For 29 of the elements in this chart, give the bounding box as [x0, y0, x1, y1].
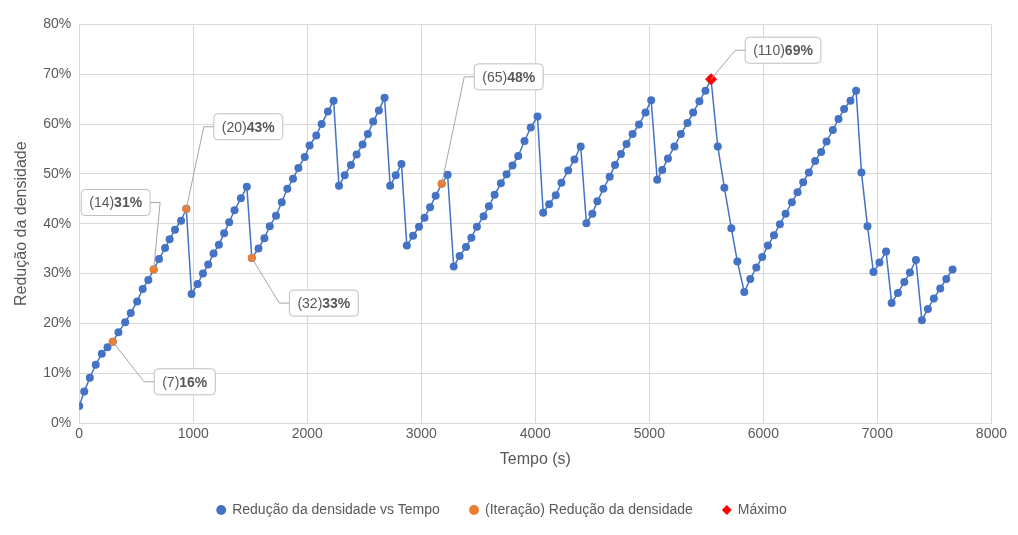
data-label: (65)48% [482, 68, 536, 85]
legend-label: Redução da densidade vs Tempo [232, 500, 440, 517]
x-tick-label: 5000 [633, 425, 666, 442]
x-tick-label: 4000 [519, 425, 552, 442]
data-label: (32)33% [297, 294, 351, 311]
data-label: (110)69% [753, 42, 814, 59]
x-tick-label: 2000 [291, 425, 324, 442]
y-tick-label: 30% [43, 264, 72, 281]
data-label: (7)16% [162, 373, 208, 390]
y-tick-label: 10% [43, 364, 72, 381]
y-tick-label: 0% [50, 413, 72, 430]
x-tick-label: 6000 [747, 425, 780, 442]
data-label: (14)31% [89, 194, 143, 211]
legend-label: (Iteração) Redução da densidade [485, 500, 694, 517]
x-tick-label: 8000 [975, 425, 1008, 442]
x-axis-title: Tempo (s) [499, 449, 571, 467]
y-tick-label: 50% [43, 164, 72, 181]
data-label: (20)43% [221, 118, 276, 135]
legend-label: Máximo [737, 500, 788, 517]
y-tick-label: 20% [43, 314, 72, 331]
x-tick-label: 7000 [861, 425, 894, 442]
y-tick-label: 80% [43, 15, 72, 32]
x-tick-label: 1000 [177, 425, 210, 442]
x-tick-label: 0 [75, 425, 84, 442]
y-tick-label: 60% [43, 114, 72, 131]
y-tick-label: 40% [43, 214, 72, 231]
y-axis-title: Redução da densidade [12, 141, 30, 306]
x-tick-label: 3000 [405, 425, 438, 442]
y-tick-label: 70% [43, 65, 72, 82]
